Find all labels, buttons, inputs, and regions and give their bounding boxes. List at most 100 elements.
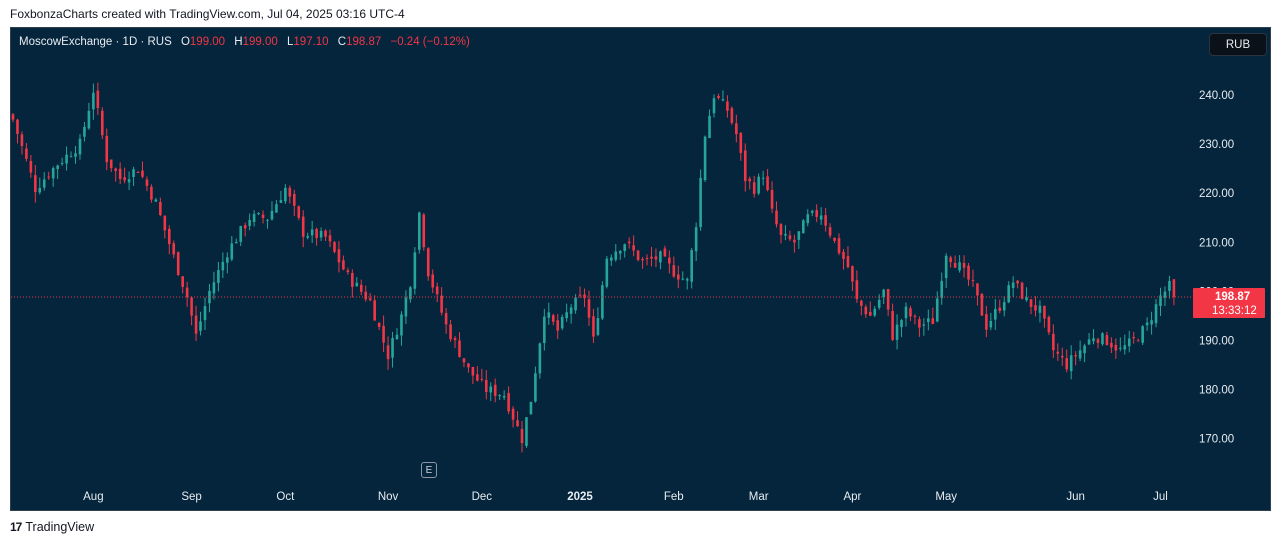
- candle: [409, 285, 412, 303]
- candle: [1060, 347, 1064, 366]
- candle: [578, 286, 582, 298]
- candle-body: [1110, 342, 1113, 348]
- time-axis-label: Dec: [472, 491, 493, 503]
- candle-body: [694, 227, 698, 252]
- candle: [793, 234, 796, 253]
- candle: [284, 184, 287, 204]
- candle-body: [815, 210, 818, 217]
- low-value: 197.10: [293, 36, 329, 48]
- tradingview-footer[interactable]: 17 TradingView: [10, 520, 94, 534]
- candle: [431, 269, 435, 294]
- candle-body: [123, 177, 126, 181]
- time-axis-label: Sep: [181, 491, 201, 503]
- candle-body: [78, 138, 82, 155]
- candle-body: [315, 228, 318, 239]
- candle-body: [842, 251, 845, 259]
- candle: [373, 295, 376, 321]
- candle-body: [828, 227, 832, 236]
- candle: [1154, 299, 1158, 328]
- candle-body: [739, 133, 743, 153]
- price-axis-label: 180.00: [1199, 385, 1234, 397]
- candle-body: [873, 308, 877, 316]
- candle-body: [1074, 355, 1077, 357]
- symbol-legend[interactable]: MoscowExchange · 1D · RUS O199.00 H199.0…: [19, 36, 470, 48]
- candle-body: [498, 395, 501, 397]
- time-axis-label: May: [935, 491, 957, 503]
- candle-body: [1154, 304, 1158, 324]
- candle: [377, 322, 381, 331]
- candle-body: [306, 236, 309, 238]
- candle-body: [1101, 333, 1104, 345]
- candle-body: [551, 315, 555, 322]
- candle: [873, 306, 877, 318]
- candle: [1038, 300, 1042, 323]
- candle-body: [761, 177, 765, 179]
- candle: [529, 401, 533, 415]
- currency-button[interactable]: RUB: [1209, 33, 1267, 56]
- candle-body: [685, 278, 689, 281]
- candle-body: [60, 162, 64, 164]
- candle-body: [819, 215, 823, 220]
- candle: [551, 313, 555, 326]
- candle: [672, 256, 676, 278]
- time-axis-label: Oct: [276, 491, 295, 503]
- earnings-marker-icon[interactable]: E: [421, 462, 437, 478]
- candle: [868, 301, 872, 316]
- candle: [194, 305, 198, 342]
- chart-pane[interactable]: 170.00180.00190.00200.00210.00220.00230.…: [10, 27, 1271, 511]
- candlestick-chart[interactable]: 170.00180.00190.00200.00210.00220.00230.…: [11, 28, 1270, 510]
- candle-body: [42, 179, 46, 188]
- candle-body: [904, 306, 908, 319]
- candle-body: [1105, 335, 1109, 345]
- candle-body: [310, 229, 314, 236]
- candle-body: [101, 110, 104, 136]
- candle-body: [1114, 344, 1118, 351]
- candle: [1056, 343, 1060, 361]
- candle: [292, 189, 296, 217]
- candle: [525, 417, 528, 448]
- candle: [837, 233, 841, 256]
- bar-countdown: 13:33:12: [1212, 305, 1257, 317]
- candle-body: [927, 318, 930, 323]
- candle: [498, 394, 501, 401]
- time-axis-label: Apr: [843, 491, 861, 503]
- candle: [199, 311, 202, 336]
- candle-body: [931, 318, 935, 325]
- candle-body: [641, 259, 644, 261]
- candle: [748, 176, 752, 190]
- candle: [810, 209, 814, 217]
- candle-body: [837, 238, 841, 254]
- candle-body: [766, 176, 769, 190]
- candle-body: [114, 168, 117, 171]
- candle: [11, 113, 15, 123]
- candle: [797, 230, 801, 249]
- candle: [1096, 337, 1100, 349]
- candle: [449, 319, 452, 342]
- candle: [815, 204, 818, 223]
- candle: [1047, 315, 1051, 336]
- candle: [735, 114, 738, 143]
- candle: [404, 290, 408, 325]
- candle-body: [587, 299, 591, 318]
- price-axis-label: 220.00: [1199, 188, 1234, 200]
- candle: [1119, 337, 1122, 352]
- candle-body: [967, 265, 970, 280]
- candle: [605, 256, 609, 289]
- candle: [730, 106, 734, 125]
- candle-body: [364, 291, 368, 300]
- candle-body: [1136, 340, 1140, 342]
- candle-body: [976, 283, 979, 296]
- candle: [159, 197, 162, 217]
- candle-body: [230, 243, 234, 260]
- candle: [1025, 287, 1028, 302]
- symbol-title[interactable]: MoscowExchange · 1D · RUS: [19, 36, 172, 48]
- candle: [136, 171, 140, 173]
- candle: [101, 107, 104, 140]
- candle: [703, 135, 707, 182]
- candle-body: [913, 315, 917, 317]
- candle-body: [172, 243, 176, 255]
- candle: [775, 201, 778, 228]
- candle: [217, 261, 220, 292]
- candle-body: [802, 220, 805, 234]
- candle: [484, 370, 488, 400]
